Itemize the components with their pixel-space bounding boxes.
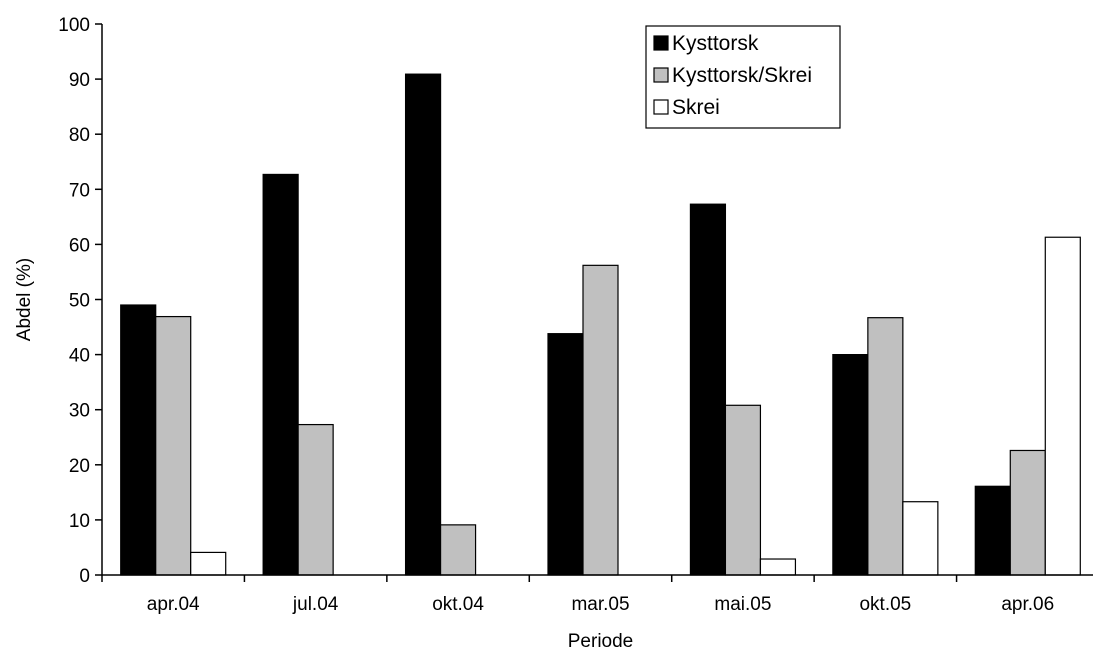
- bar-kysttorsk-skrei-mai-05: [724, 404, 762, 576]
- y-tick-label: 0: [79, 566, 90, 587]
- y-tick-label: 90: [69, 70, 90, 91]
- y-axis-title: Abdel (%): [14, 258, 35, 341]
- y-tick-label: 60: [69, 235, 90, 256]
- legend-label: Kysttorsk/Skrei: [672, 64, 812, 87]
- legend-swatch: [653, 35, 669, 51]
- bar-skrei-mai-05: [759, 558, 797, 576]
- x-tick-label: mar.05: [571, 594, 629, 615]
- y-tick-label: 100: [58, 15, 90, 36]
- y-tick-label: 50: [69, 291, 90, 312]
- bar-kysttorsk-okt-05: [832, 354, 869, 576]
- y-tick-label: 70: [69, 180, 90, 201]
- bar-kysttorsk-apr-04: [120, 304, 157, 576]
- x-ticks: apr.04 jul.04 okt.04 mar.05 mai.05 okt.05 apr.…: [101, 575, 1054, 615]
- legend-label: Kysttorsk: [672, 32, 759, 55]
- bar-kysttorsk-skrei-okt-05: [867, 317, 904, 576]
- legend-swatch: [653, 67, 669, 83]
- bar-kysttorsk-jul-04: [262, 173, 299, 576]
- x-axis-title: Periode: [568, 631, 634, 652]
- bar-kysttorsk-skrei-mar-05: [582, 264, 619, 576]
- y-tick-label: 20: [69, 456, 90, 477]
- x-tick-label: mai.05: [714, 594, 771, 615]
- x-tick-label: apr.06: [1001, 594, 1054, 615]
- bars-layer: [120, 73, 1081, 576]
- y-tick-label: 40: [69, 346, 90, 367]
- bar-skrei-okt-05: [902, 501, 939, 576]
- bar-kysttorsk-skrei-apr-06: [1009, 449, 1046, 576]
- bar-kysttorsk-mar-05: [547, 333, 584, 576]
- y-tick-label: 30: [69, 401, 90, 422]
- x-tick-label: jul.04: [292, 594, 339, 615]
- legend: Kysttorsk Kysttorsk/Skrei Skrei: [645, 25, 841, 129]
- y-tick-label: 80: [69, 125, 90, 146]
- legend-label: Skrei: [672, 96, 720, 119]
- bar-skrei-apr-04: [190, 551, 227, 576]
- bar-kysttorsk-skrei-apr-04: [155, 315, 192, 576]
- bar-kysttorsk-apr-06: [974, 485, 1011, 576]
- x-tick-label: apr.04: [147, 594, 200, 615]
- x-tick-label: okt.05: [859, 594, 911, 615]
- y-ticks: 0 10 20 30 40 50 60 70 80 90 100: [58, 15, 102, 587]
- bar-kysttorsk-mai-05: [689, 203, 727, 576]
- legend-swatch: [653, 99, 669, 115]
- bar-kysttorsk-skrei-jul-04: [297, 423, 334, 576]
- bar-skrei-apr-06: [1044, 236, 1081, 576]
- y-tick-label: 10: [69, 511, 90, 532]
- bar-kysttorsk-okt-04: [404, 73, 442, 576]
- legend-box: [645, 25, 841, 129]
- bar-kysttorsk-skrei-okt-04: [439, 524, 477, 576]
- x-tick-label: okt.04: [432, 594, 484, 615]
